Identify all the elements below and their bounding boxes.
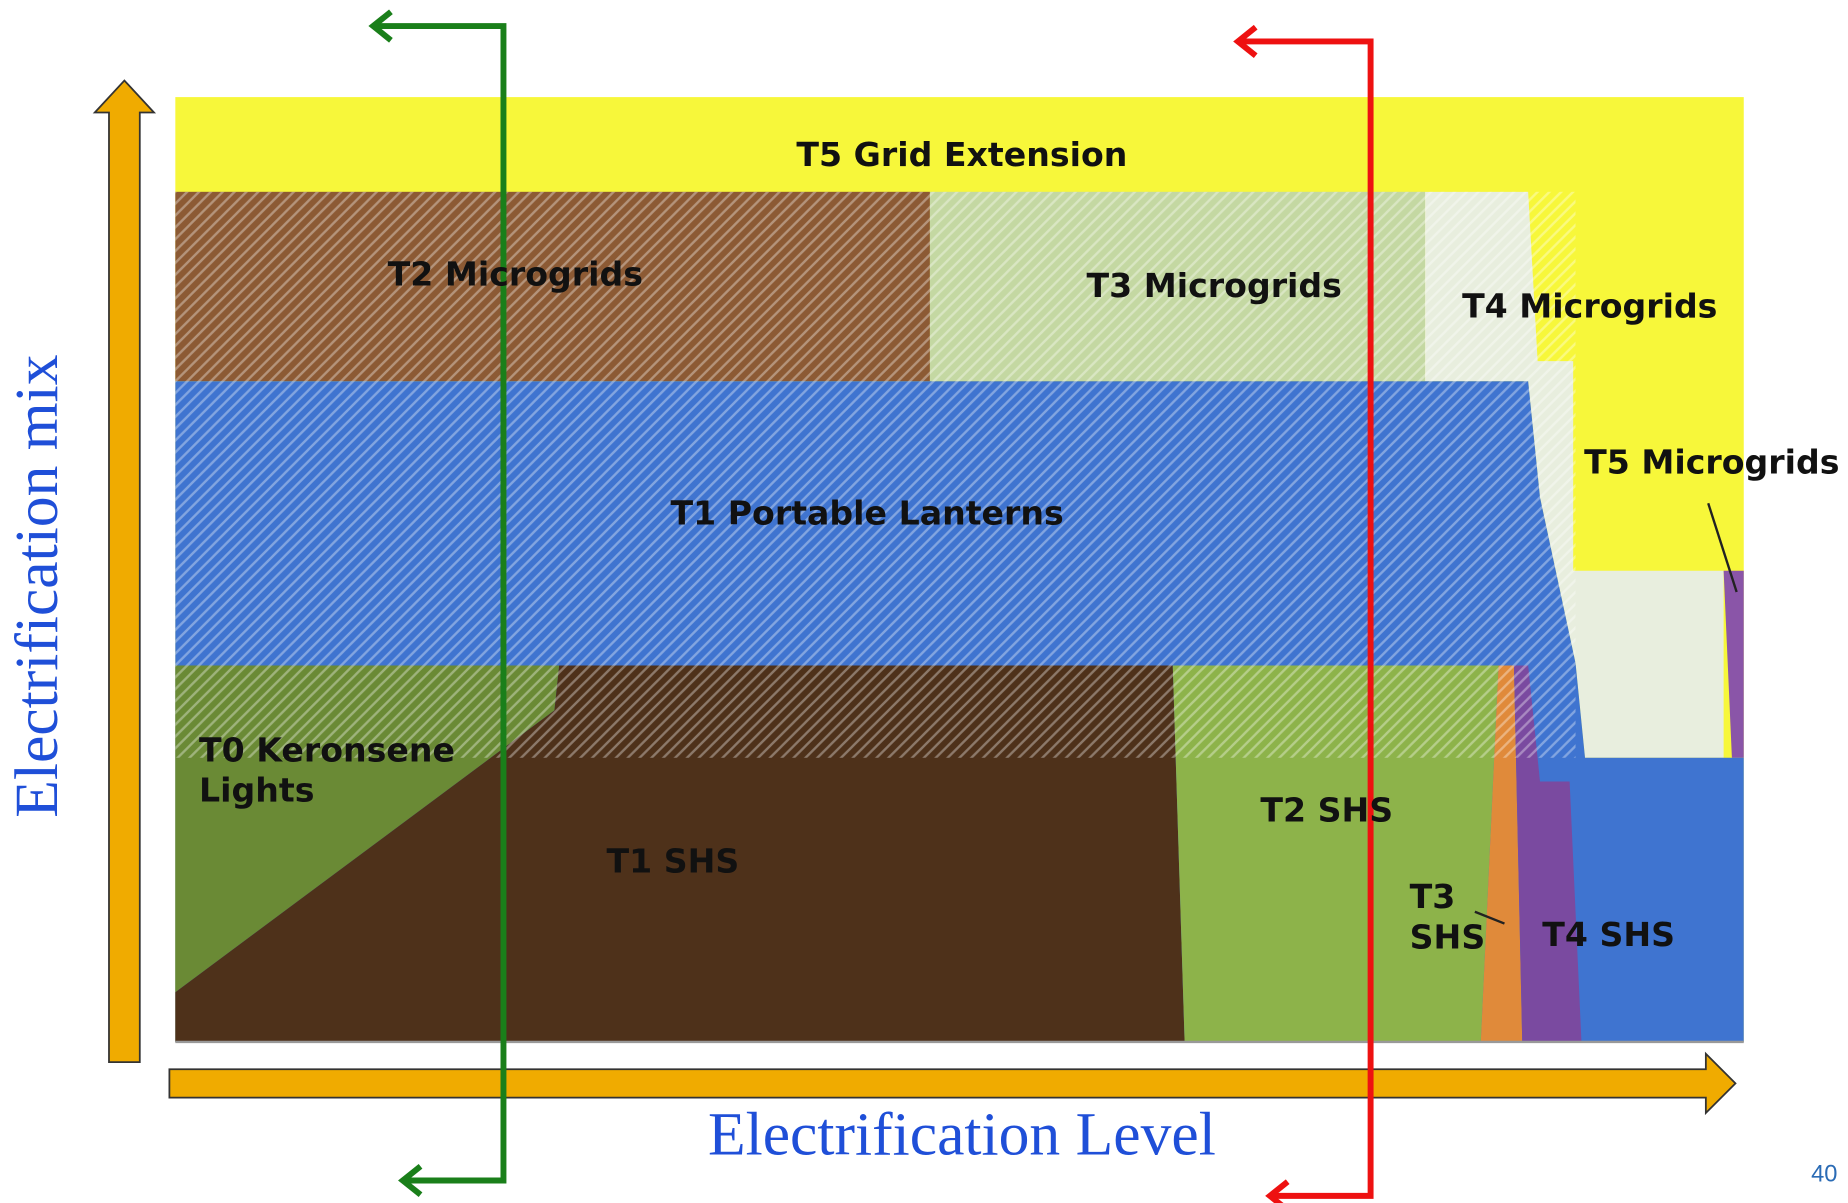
region-label: SHS: [1410, 917, 1486, 956]
region-label: Lights: [199, 771, 314, 810]
region-label: T1 Portable Lanterns: [671, 494, 1064, 533]
axes-arrows: [92, 79, 1737, 1116]
x-axis-label: Electrification Level: [708, 1100, 1216, 1168]
region-label: T1 SHS: [606, 842, 739, 881]
green-bracket: [373, 23, 507, 1184]
region-label: T3: [1410, 877, 1456, 916]
region-label: T4 Microgrids: [1462, 286, 1717, 325]
t4-shs-region: [1513, 665, 1582, 1042]
region-label: T5 Microgrids: [1584, 443, 1839, 482]
green-arrowheads: [368, 9, 423, 1198]
leader: [1707, 502, 1738, 593]
region-label: T2 SHS: [1260, 791, 1393, 830]
texture: [175, 191, 1576, 758]
leader: [1474, 910, 1505, 925]
page-number: 40: [1811, 1162, 1837, 1188]
y-arrow: [92, 79, 157, 1063]
region-label: T2 Microgrids: [388, 254, 643, 293]
red-bracket: [1237, 38, 1374, 1199]
chart-area: [175, 97, 1744, 1044]
t1-shs-region: [175, 665, 1185, 1042]
t5-microgrids-region: [1723, 570, 1744, 758]
bracket-lines: [368, 9, 1374, 1203]
red-arrowheads: [1233, 24, 1290, 1203]
x-arrow: [168, 1051, 1737, 1116]
t3-shs-region: [1480, 665, 1523, 1042]
region-label: T3 Microgrids: [1087, 266, 1342, 305]
y-axis-label: Electrification mix: [3, 354, 71, 817]
region-label: T0 Keronsene: [199, 730, 455, 769]
labels: T5 Grid Extension T2 Microgrids T3 Microgr…: [199, 135, 1839, 957]
region-label: T4 SHS: [1542, 915, 1675, 954]
region-label: T5 Grid Extension: [796, 135, 1127, 174]
t2-shs-region: [1172, 665, 1499, 1042]
